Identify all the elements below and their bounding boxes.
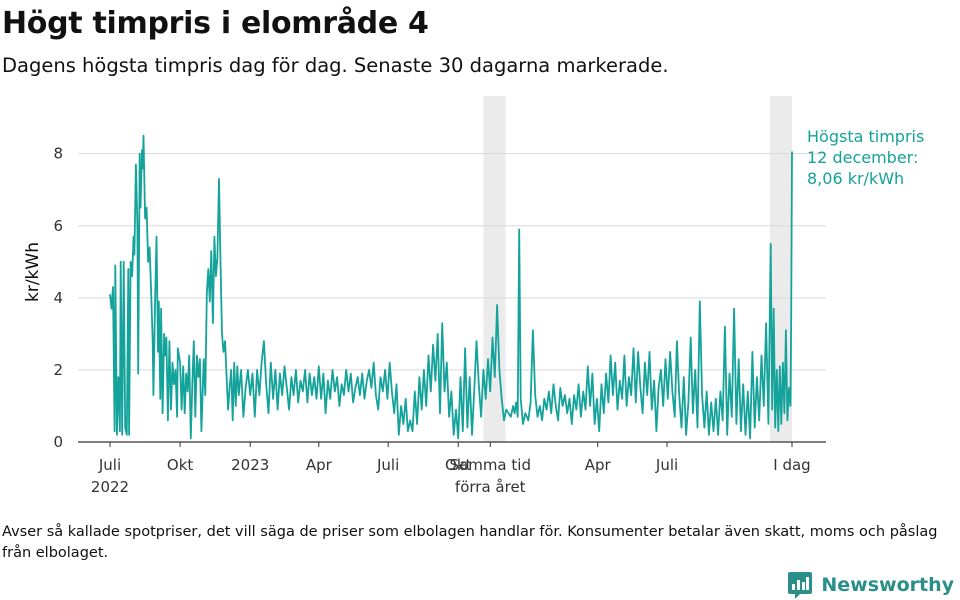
x-tick-label: 2023 [231,456,269,474]
x-tick-label: I dag [773,456,810,474]
y-tick-label: 6 [53,217,63,235]
series-line [109,134,793,440]
highlight-band-1 [483,96,506,442]
x-tick-sublabel: 2022 [91,478,129,496]
x-tick-sublabel: förra året [455,478,526,496]
y-tick-label: 2 [53,361,63,379]
annotation-line-3: 8,06 kr/kWh [807,169,904,188]
x-tick-label: Juli [376,456,399,474]
x-tick-label: Apr [306,456,333,474]
y-axis-label: kr/kWh [23,242,43,302]
chart-subtitle: Dagens högsta timpris dag för dag. Senas… [2,54,669,77]
bar-chart-speech-bubble-icon [788,572,813,599]
brand-logo: Newsworthy [787,570,954,600]
footnote: Avser så kallade spotpriser, det vill sä… [2,524,938,561]
annotation-line-2: 12 december: [807,148,918,167]
chart-title: Högt timpris i elområde 4 [2,6,429,41]
x-tick-label: Juli [655,456,678,474]
annotation-line-1: Högsta timpris [807,127,924,146]
brand-name: Newsworthy [821,574,954,596]
latest-value-annotation: Högsta timpris 12 december: 8,06 kr/kWh [807,127,924,188]
price-series [109,134,793,440]
highlight-bands [483,96,792,442]
x-tick-label: Okt [167,456,193,474]
y-tick-label: 0 [53,433,63,451]
y-axis: 0 2 4 6 8 [53,145,63,451]
x-tick-label: Samma tid [450,456,531,474]
x-tick-label: Juli [98,456,121,474]
gridlines [78,153,826,371]
y-tick-label: 8 [53,145,63,163]
x-tick-label: Okt [445,456,471,474]
x-tick-label: Apr [585,456,612,474]
y-tick-label: 4 [53,289,63,307]
